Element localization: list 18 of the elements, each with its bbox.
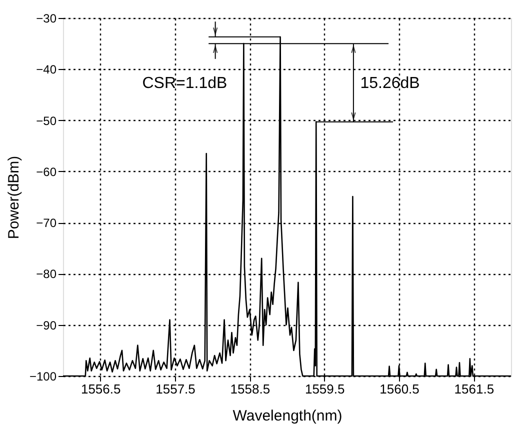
x-tick-label: 1558.5 [230,382,270,396]
x-tick-label: 1561.5 [454,382,494,396]
x-axis-title: Wavelength(nm) [232,408,342,424]
x-tick-label: 1560.5 [380,382,420,396]
x-tick-label: 1556.5 [80,382,121,396]
annotation: CSR=1.1dB [142,74,228,92]
x-tick-label: 1559.5 [304,382,345,396]
y-tick-label: −40 [36,62,57,77]
y-tick-label: −90 [36,318,57,332]
y-tick-label: −100 [29,370,57,384]
y-axis-title: Power(dBm) [5,156,22,240]
annotation: 15.26dB [360,74,420,92]
y-tick-label: −70 [36,216,57,230]
x-tick-label: 1557.5 [156,382,196,396]
y-tick-label: −30 [36,12,57,26]
y-tick-label: −60 [36,164,57,179]
y-tick-label: −80 [36,267,57,282]
y-tick-label: −50 [36,114,57,128]
